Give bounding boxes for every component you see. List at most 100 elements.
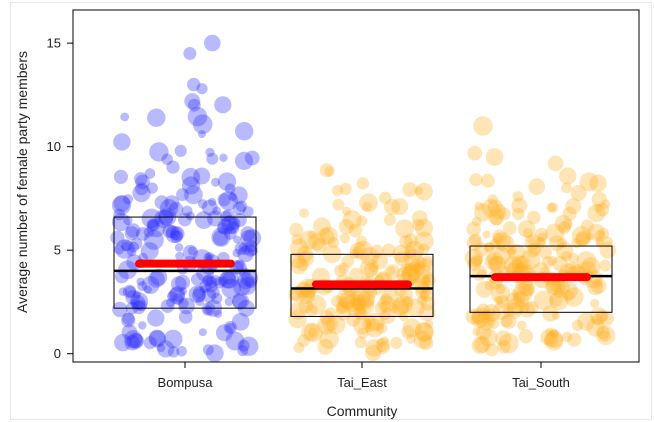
data-point <box>367 287 378 298</box>
data-point <box>473 255 483 266</box>
data-point <box>380 293 393 306</box>
data-point <box>406 298 425 318</box>
data-point <box>143 336 157 350</box>
data-point <box>489 255 507 273</box>
data-point <box>525 243 540 258</box>
data-point <box>476 324 492 341</box>
data-point <box>470 309 489 328</box>
data-point <box>334 264 347 277</box>
data-point <box>474 336 491 353</box>
data-point <box>237 245 254 263</box>
data-point <box>580 219 594 233</box>
data-point <box>131 299 140 308</box>
data-point <box>357 289 376 308</box>
data-point <box>547 155 564 172</box>
data-point <box>148 329 166 347</box>
data-point <box>204 34 221 52</box>
data-point <box>241 269 259 287</box>
data-point <box>564 287 584 307</box>
data-point <box>594 230 606 242</box>
data-point <box>245 240 258 253</box>
data-point <box>232 201 246 215</box>
data-point <box>156 343 166 353</box>
data-point <box>414 218 434 238</box>
data-point <box>486 308 496 318</box>
data-point <box>502 221 517 235</box>
data-point <box>348 223 363 238</box>
data-point <box>146 218 160 232</box>
data-point <box>353 245 363 256</box>
data-point <box>374 301 388 315</box>
data-point <box>332 198 345 211</box>
data-point <box>179 287 188 296</box>
data-point <box>135 174 150 190</box>
data-point <box>542 305 559 322</box>
data-point <box>224 183 236 195</box>
data-point <box>175 274 190 290</box>
data-point <box>134 172 148 186</box>
data-point <box>545 278 562 295</box>
data-point <box>382 243 396 257</box>
data-point <box>217 172 237 191</box>
data-point <box>380 300 391 311</box>
data-point <box>232 248 242 258</box>
data-point <box>317 227 335 246</box>
data-point <box>506 302 523 319</box>
data-point <box>391 297 410 315</box>
data-point <box>331 295 344 308</box>
data-point <box>357 327 369 339</box>
data-point <box>187 246 197 256</box>
data-point <box>465 308 482 325</box>
data-point <box>170 229 181 241</box>
data-point <box>404 240 424 261</box>
plot-area <box>72 9 640 363</box>
data-point <box>365 318 384 338</box>
data-point <box>516 261 527 272</box>
data-point <box>376 338 385 347</box>
data-point <box>321 314 338 332</box>
data-point <box>568 252 579 264</box>
data-point <box>196 83 208 95</box>
data-point <box>174 144 187 157</box>
data-point <box>474 201 484 211</box>
data-point <box>289 252 306 269</box>
data-point <box>375 337 390 352</box>
data-point <box>205 252 215 261</box>
data-point <box>307 327 318 338</box>
data-point <box>525 301 539 315</box>
data-point <box>521 283 535 297</box>
data-point <box>589 307 608 325</box>
data-point <box>184 185 203 205</box>
data-point <box>467 257 482 271</box>
data-point <box>132 184 151 203</box>
data-point <box>113 195 131 212</box>
data-point <box>216 222 229 235</box>
data-point <box>549 293 563 307</box>
box-tai-south <box>469 245 613 313</box>
data-point <box>482 230 491 239</box>
data-point <box>571 319 584 332</box>
data-point <box>233 235 242 244</box>
data-point <box>176 346 187 357</box>
data-point <box>311 238 327 253</box>
data-point <box>411 210 428 227</box>
data-point <box>121 313 136 328</box>
data-point <box>402 265 422 285</box>
data-point <box>482 315 493 327</box>
data-point <box>599 311 614 326</box>
data-point <box>201 199 218 216</box>
data-point <box>523 264 534 276</box>
data-point <box>552 255 568 272</box>
data-point <box>593 203 603 213</box>
y-tick-label: 15 <box>47 36 61 51</box>
data-point <box>562 206 577 221</box>
data-point <box>239 336 259 356</box>
data-point <box>376 322 388 334</box>
data-point <box>513 291 526 304</box>
data-point <box>471 216 482 227</box>
data-point <box>124 335 140 351</box>
data-point <box>231 292 250 310</box>
data-point <box>129 292 149 311</box>
data-point <box>128 241 139 253</box>
data-point <box>423 274 436 287</box>
